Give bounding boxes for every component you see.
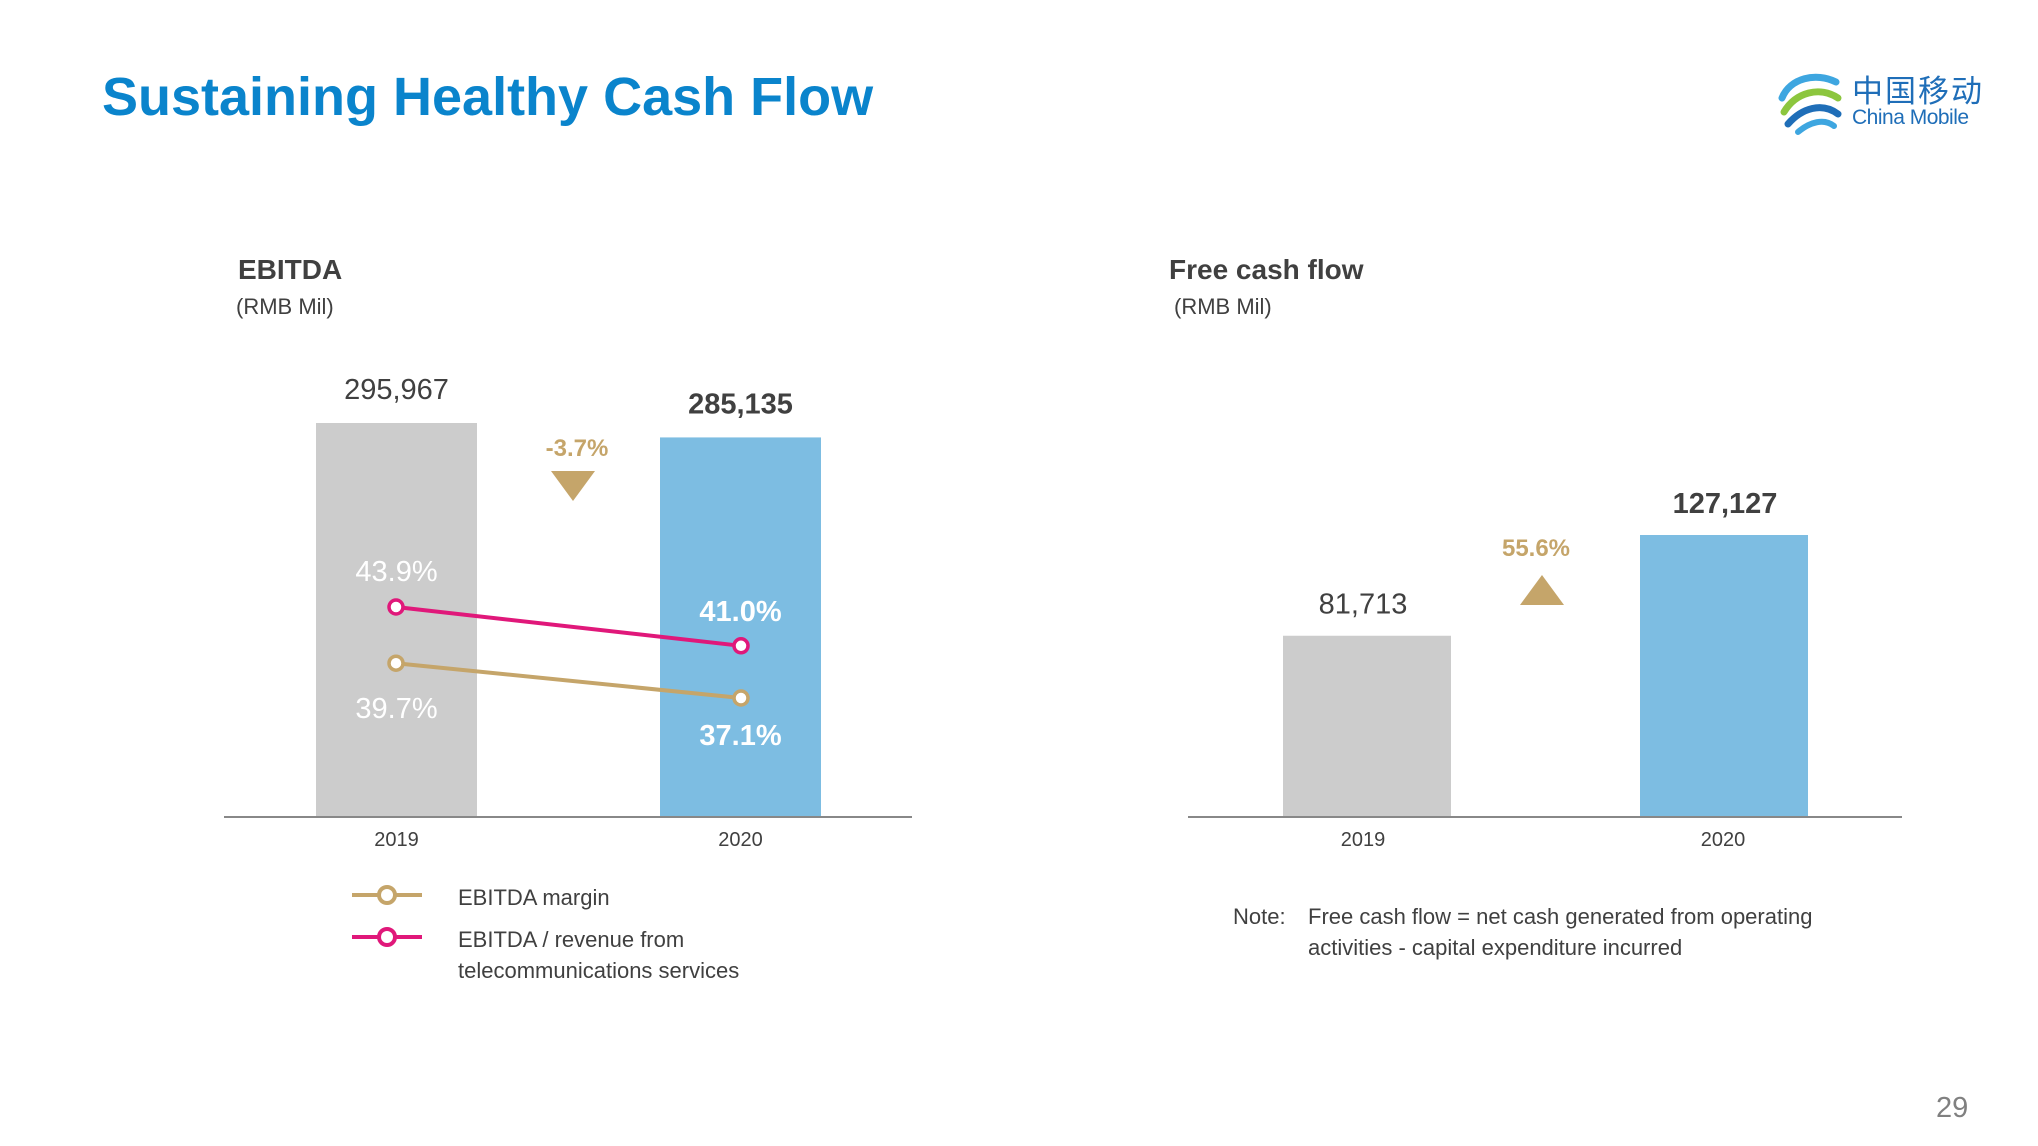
page-number: 29 xyxy=(1936,1092,1969,1124)
ebitda-x-tick-2019: 2019 xyxy=(374,829,419,851)
note-label: Note: xyxy=(1233,904,1286,929)
fcf-bar-2020 xyxy=(1640,535,1808,817)
fcf-x-tick-2019: 2019 xyxy=(1341,829,1386,851)
fcf-chart-unit: (RMB Mil) xyxy=(1174,294,1272,319)
page-title: Sustaining Healthy Cash Flow xyxy=(102,67,874,127)
fcf-x-tick-2020: 2020 xyxy=(1701,829,1746,851)
note-text-line2: activities - capital expenditure incurre… xyxy=(1308,935,1683,960)
legend-swatch-ebitda-margin xyxy=(352,885,422,905)
fcf-change-label: 55.6% xyxy=(1502,535,1570,562)
ebitda-pct-label-revenue-2020: 41.0% xyxy=(699,596,781,628)
ebitda-pct-label-margin-2020: 37.1% xyxy=(699,720,781,752)
ebitda-chart-unit: (RMB Mil) xyxy=(236,294,334,319)
logo-text-cn: 中国移动 xyxy=(1852,74,1984,110)
ebitda-point-revenue-2020 xyxy=(732,637,750,655)
ebitda-change-down-triangle xyxy=(551,471,595,501)
company-logo: 中国移动 China Mobile xyxy=(1776,66,1996,138)
ebitda-bar-2020 xyxy=(660,437,821,817)
legend-label-ebitda-revenue-line2: telecommunications services xyxy=(458,958,740,983)
fcf-bar-2019 xyxy=(1283,635,1451,817)
ebitda-value-label-2019: 295,967 xyxy=(344,374,449,406)
note-text-line1: Free cash flow = net cash generated from… xyxy=(1308,904,1813,929)
ebitda-value-label-2020: 285,135 xyxy=(688,388,793,420)
legend-swatch-ebitda-revenue xyxy=(352,927,422,947)
legend-label-ebitda-margin: EBITDA margin xyxy=(458,885,610,910)
ebitda-chart-title: EBITDA xyxy=(238,254,343,285)
china-mobile-swirl-icon xyxy=(1778,73,1842,135)
legend-swatches xyxy=(352,885,422,947)
ebitda-pct-label-revenue-2019: 43.9% xyxy=(355,556,437,588)
ebitda-change-label: -3.7% xyxy=(546,435,609,462)
ebitda-point-margin-2019 xyxy=(387,654,405,672)
ebitda-pct-label-margin-2019: 39.7% xyxy=(355,693,437,725)
fcf-chart-title: Free cash flow xyxy=(1169,254,1364,285)
fcf-value-label-2019: 81,713 xyxy=(1319,589,1408,621)
legend-label-ebitda-revenue-line1: EBITDA / revenue from xyxy=(458,927,685,952)
ebitda-x-tick-2020: 2020 xyxy=(718,829,763,851)
ebitda-line-revenue xyxy=(395,605,742,648)
ebitda-bar-2019 xyxy=(316,423,477,817)
ebitda-point-margin-2020 xyxy=(732,689,750,707)
fcf-value-label-2020: 127,127 xyxy=(1673,488,1778,520)
ebitda-point-revenue-2019 xyxy=(387,598,405,616)
logo-text-en: China Mobile xyxy=(1852,106,1969,129)
legend-label-ebitda-revenue: EBITDA / revenue from telecommunications… xyxy=(458,924,739,986)
ebitda-line-margin xyxy=(395,661,742,700)
fcf-change-up-triangle xyxy=(1520,575,1564,605)
note-text: Free cash flow = net cash generated from… xyxy=(1308,901,1812,963)
